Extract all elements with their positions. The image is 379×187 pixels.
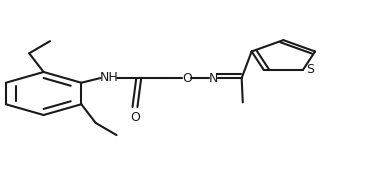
Text: NH: NH bbox=[100, 71, 118, 84]
Text: O: O bbox=[182, 72, 192, 85]
Text: O: O bbox=[130, 111, 140, 124]
Text: S: S bbox=[307, 63, 315, 76]
Text: N: N bbox=[208, 72, 218, 85]
